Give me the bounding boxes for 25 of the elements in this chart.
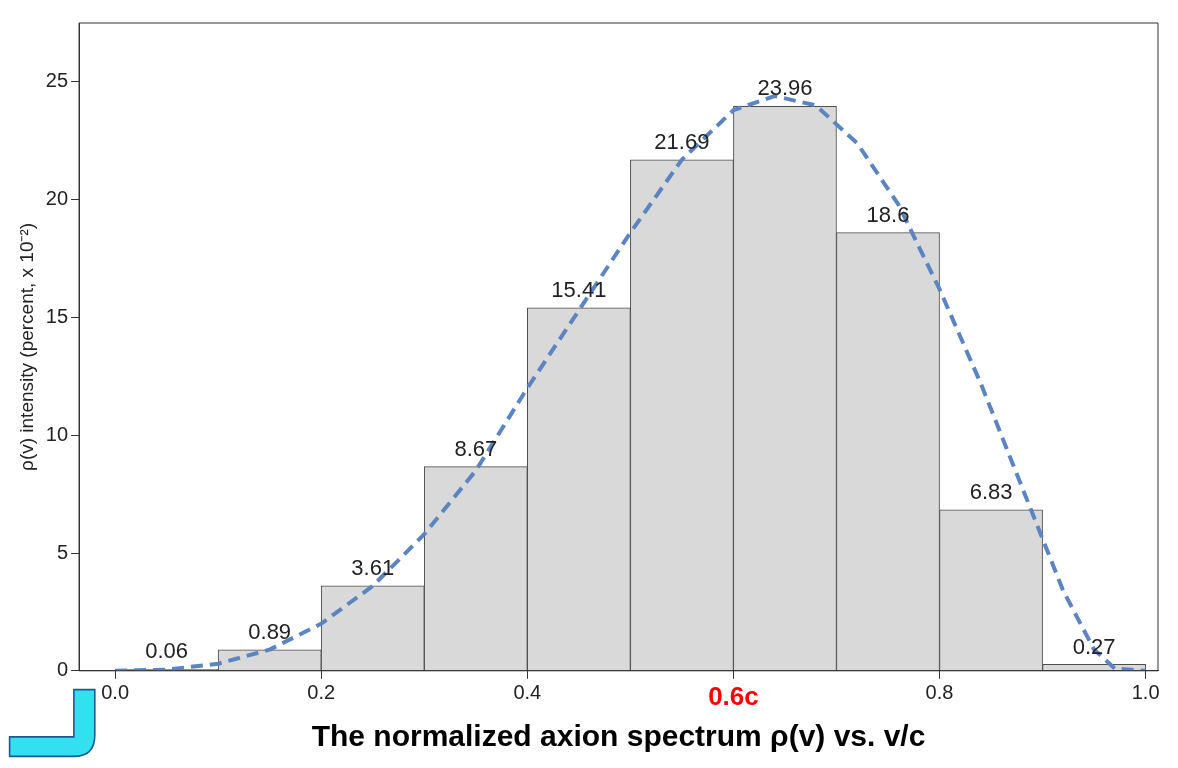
data-label: 21.69	[654, 128, 710, 154]
x-tick-label: 0.0	[101, 681, 130, 704]
x-tick-label: 0.4	[513, 681, 542, 704]
data-label: 15.41	[551, 276, 607, 302]
data-label: 23.96	[757, 75, 813, 101]
data-label: 8.67	[454, 435, 498, 461]
y-tick-label: 25	[45, 69, 69, 92]
line-series	[113, 94, 1148, 671]
x-tick-label: 0.6c	[708, 680, 759, 711]
x-tick-label: 0.2	[307, 681, 336, 704]
data-label: 6.83	[969, 478, 1013, 504]
y-axis-title: ρ(v) intensity (percent, x 10⁻²)	[15, 222, 37, 471]
data-label: 0.06	[145, 638, 189, 664]
y-tick-label: 15	[45, 304, 69, 327]
y-tick-label: 10	[45, 422, 69, 445]
y-tick-label: 20	[45, 187, 69, 210]
data-label: 18.6	[866, 201, 910, 227]
data-label: 0.89	[248, 618, 292, 644]
y-tick-label: 5	[56, 540, 69, 563]
y-tick-label: 0	[56, 658, 69, 681]
x-tick-label: 0.8	[925, 681, 954, 704]
x-axis-title: The normalized axion spectrum ρ(v) vs. v/c	[311, 719, 926, 753]
x-tick-label: 1.0	[1131, 681, 1160, 704]
data-label: 0.27	[1072, 633, 1116, 659]
data-label: 3.61	[351, 554, 395, 580]
